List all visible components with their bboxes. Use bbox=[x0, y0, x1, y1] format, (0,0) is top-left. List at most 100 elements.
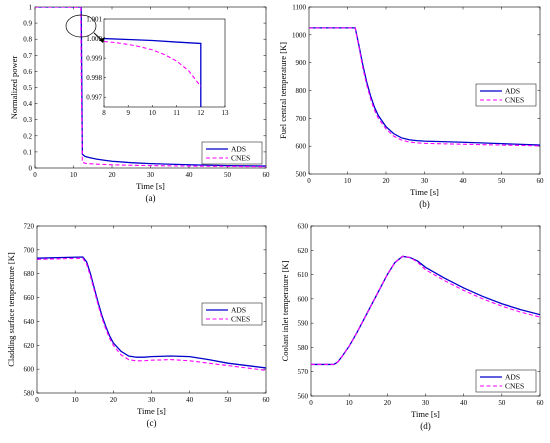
inset-series-group bbox=[104, 37, 202, 107]
inset-series-line-cnes bbox=[104, 40, 202, 87]
y-tick-label: 620 bbox=[24, 342, 35, 350]
x-tick-label: 10 bbox=[346, 399, 354, 407]
x-tick-label: 10 bbox=[72, 396, 80, 404]
legend-label-cnes: CNES bbox=[231, 154, 250, 163]
y-axis-label: Fuel central temperature [K] bbox=[278, 42, 288, 139]
x-tick-label: 50 bbox=[224, 171, 232, 179]
panel-caption: (a) bbox=[146, 193, 156, 203]
inset-y-tick-label: 0.998 bbox=[86, 74, 102, 82]
panel-caption: (c) bbox=[147, 418, 157, 428]
x-tick-label: 20 bbox=[384, 399, 392, 407]
legend-box bbox=[475, 83, 537, 107]
y-tick-label: 700 bbox=[296, 115, 307, 123]
y-tick-label: 0.4 bbox=[23, 100, 32, 108]
y-tick-label: 570 bbox=[298, 368, 309, 376]
x-tick-label: 60 bbox=[263, 396, 271, 404]
y-tick-label: 0.6 bbox=[23, 68, 32, 76]
series-line-cnes bbox=[311, 255, 540, 365]
legend-label-ads: ADS bbox=[505, 373, 520, 382]
x-tick-label: 20 bbox=[110, 396, 118, 404]
inset-series-line-ads bbox=[104, 37, 202, 107]
x-tick-label: 60 bbox=[537, 399, 545, 407]
y-tick-label: 630 bbox=[298, 223, 309, 231]
chart-panel-a: 0 10 20 30 40 50 60 0 0.1 0.2 0.3 0.4 0.5 0.6 0.7 0.8 0.… bbox=[9, 4, 270, 204]
chart-panel-b: 0 10 20 30 40 50 60 500 600 700 800 900 1000 1100 Time… bbox=[278, 4, 544, 210]
y-tick-label: 0.3 bbox=[23, 116, 32, 124]
inset-y-tick-label: 0.997 bbox=[86, 94, 102, 102]
x-tick-label: 50 bbox=[224, 396, 232, 404]
inset-frame bbox=[103, 18, 226, 108]
series-line-ads bbox=[309, 27, 540, 146]
series-line-cnes bbox=[35, 7, 266, 168]
y-tick-label: 620 bbox=[298, 247, 309, 255]
x-tick-label: 0 bbox=[309, 399, 313, 407]
y-tick-label: 0.2 bbox=[23, 132, 32, 140]
chart-panel-c: 0 10 20 30 40 50 60 580 600 620 640 660 680 700 720 Tim… bbox=[6, 223, 270, 429]
series-group bbox=[311, 255, 540, 366]
legend-label-cnes: CNES bbox=[231, 315, 250, 324]
series-line-ads bbox=[311, 255, 540, 366]
x-tick-label: 20 bbox=[109, 171, 117, 179]
series-line-cnes bbox=[37, 257, 266, 371]
x-tick-label: 60 bbox=[263, 171, 271, 179]
legend-box bbox=[201, 302, 263, 326]
legend-label-ads: ADS bbox=[505, 87, 520, 96]
y-tick-label: 1 bbox=[29, 4, 33, 12]
inset-x-tick-label: 13 bbox=[222, 109, 230, 117]
x-axis-label: Time [s] bbox=[411, 409, 440, 419]
inset-x-tick-label: 9 bbox=[126, 109, 130, 117]
y-tick-label: 580 bbox=[298, 344, 309, 352]
y-tick-label: 600 bbox=[298, 295, 309, 303]
legend-label-cnes: CNES bbox=[505, 96, 524, 105]
y-tick-label: 0 bbox=[29, 165, 33, 173]
y-tick-label: 600 bbox=[296, 143, 307, 151]
y-axis-label: Coolant inlet temperature [K] bbox=[280, 260, 290, 361]
x-tick-label: 40 bbox=[186, 171, 194, 179]
series-line-ads bbox=[35, 7, 266, 167]
x-tick-label: 40 bbox=[460, 399, 468, 407]
x-tick-label: 20 bbox=[383, 177, 391, 185]
y-tick-label: 640 bbox=[24, 318, 35, 326]
y-tick-label: 0.8 bbox=[23, 36, 32, 44]
y-tick-label: 700 bbox=[24, 246, 35, 254]
x-tick-label: 50 bbox=[498, 177, 506, 185]
panel-caption: (d) bbox=[420, 421, 431, 431]
y-tick-label: 0.7 bbox=[23, 52, 32, 60]
inset-x-tick-label: 10 bbox=[149, 109, 157, 117]
chart-panel-d: 0 10 20 30 40 50 60 560 570 580 590 600 610 620 630 Tim… bbox=[280, 223, 544, 432]
x-tick-label: 30 bbox=[421, 177, 429, 185]
zoom-callout-arrow-head bbox=[99, 37, 105, 43]
legend-box bbox=[475, 369, 537, 393]
y-tick-label: 0.1 bbox=[23, 148, 32, 156]
x-tick-label: 0 bbox=[35, 396, 39, 404]
legend-label-ads: ADS bbox=[231, 145, 246, 154]
legend-label-ads: ADS bbox=[231, 306, 246, 315]
x-tick-label: 30 bbox=[422, 399, 430, 407]
x-tick-label: 30 bbox=[148, 396, 156, 404]
x-axis-label: Time [s] bbox=[137, 406, 166, 416]
y-tick-label: 1100 bbox=[292, 4, 306, 12]
inset-x-tick-label: 8 bbox=[102, 109, 106, 117]
x-tick-label: 60 bbox=[537, 177, 545, 185]
inset-y-tick-label: 1.000 bbox=[86, 35, 102, 43]
inset-chart: 8 9 10 11 12 13 0.997 0.998 0.999 1.000 1.001 bbox=[86, 16, 229, 118]
y-axis-label: Normalized power bbox=[9, 56, 19, 120]
series-group bbox=[309, 27, 540, 147]
y-tick-label: 0.9 bbox=[23, 20, 32, 28]
series-group bbox=[35, 7, 266, 168]
y-tick-label: 0.5 bbox=[23, 84, 32, 92]
y-tick-label: 660 bbox=[24, 294, 35, 302]
y-tick-label: 800 bbox=[296, 87, 307, 95]
y-axis-label: Cladding surface temperature [K] bbox=[6, 252, 16, 367]
x-tick-label: 0 bbox=[307, 177, 311, 185]
x-tick-label: 50 bbox=[498, 399, 506, 407]
inset-x-tick-label: 12 bbox=[197, 109, 205, 117]
x-tick-label: 10 bbox=[344, 177, 352, 185]
y-tick-label: 1000 bbox=[292, 31, 307, 39]
inset-y-tick-label: 0.999 bbox=[86, 55, 102, 63]
y-tick-label: 500 bbox=[296, 171, 307, 179]
inset-y-tick-label: 1.001 bbox=[86, 16, 102, 24]
